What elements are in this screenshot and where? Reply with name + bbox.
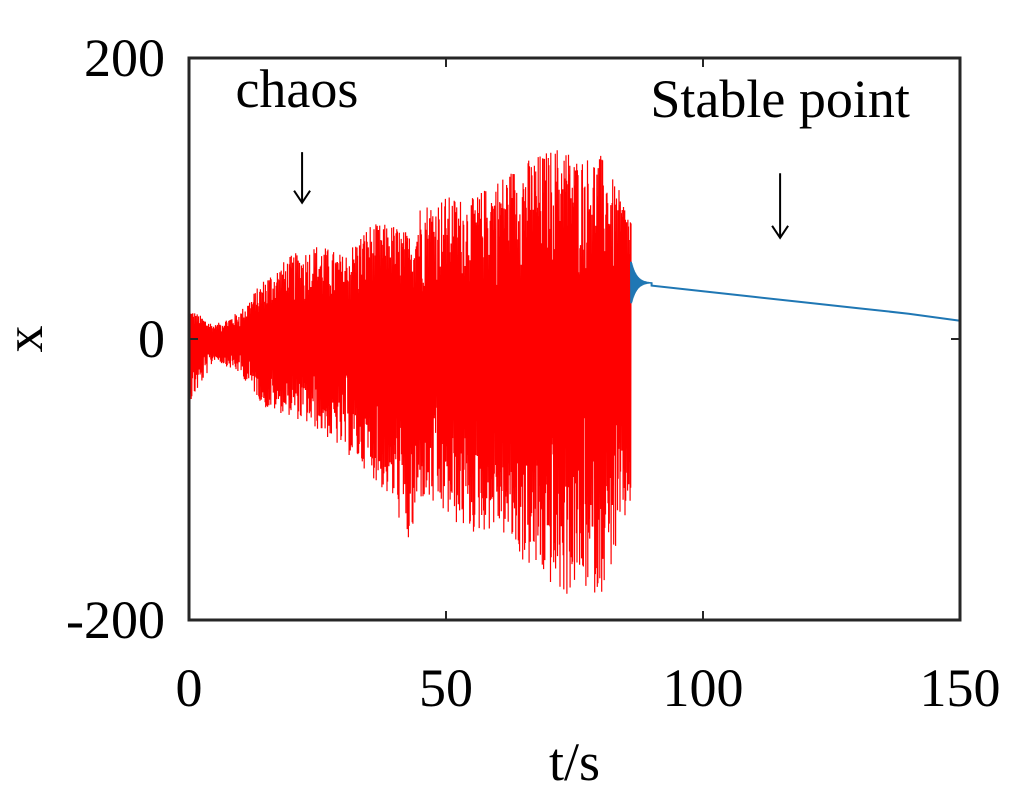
x-tick-label: 50 bbox=[419, 658, 473, 718]
annotation-arrowhead bbox=[771, 225, 789, 240]
annotation-label: chaos bbox=[235, 59, 358, 119]
y-axis-label: x bbox=[0, 326, 54, 353]
x-tick-label: 100 bbox=[663, 658, 744, 718]
y-tick-label: 200 bbox=[84, 28, 165, 88]
series-layer bbox=[188, 150, 961, 594]
annotation-label: Stable point bbox=[650, 69, 909, 129]
y-tick-label: -200 bbox=[66, 590, 165, 650]
y-tick-label: 0 bbox=[138, 309, 165, 369]
annotation-arrowhead bbox=[293, 190, 311, 205]
x-tick-label: 0 bbox=[176, 658, 203, 718]
x-axis-label: t/s bbox=[549, 732, 600, 786]
stable-series-line bbox=[630, 261, 961, 322]
annotation-layer: chaos Stable point bbox=[235, 59, 910, 240]
x-tick-label: 150 bbox=[920, 658, 1001, 718]
chaos-series-line bbox=[188, 150, 632, 594]
